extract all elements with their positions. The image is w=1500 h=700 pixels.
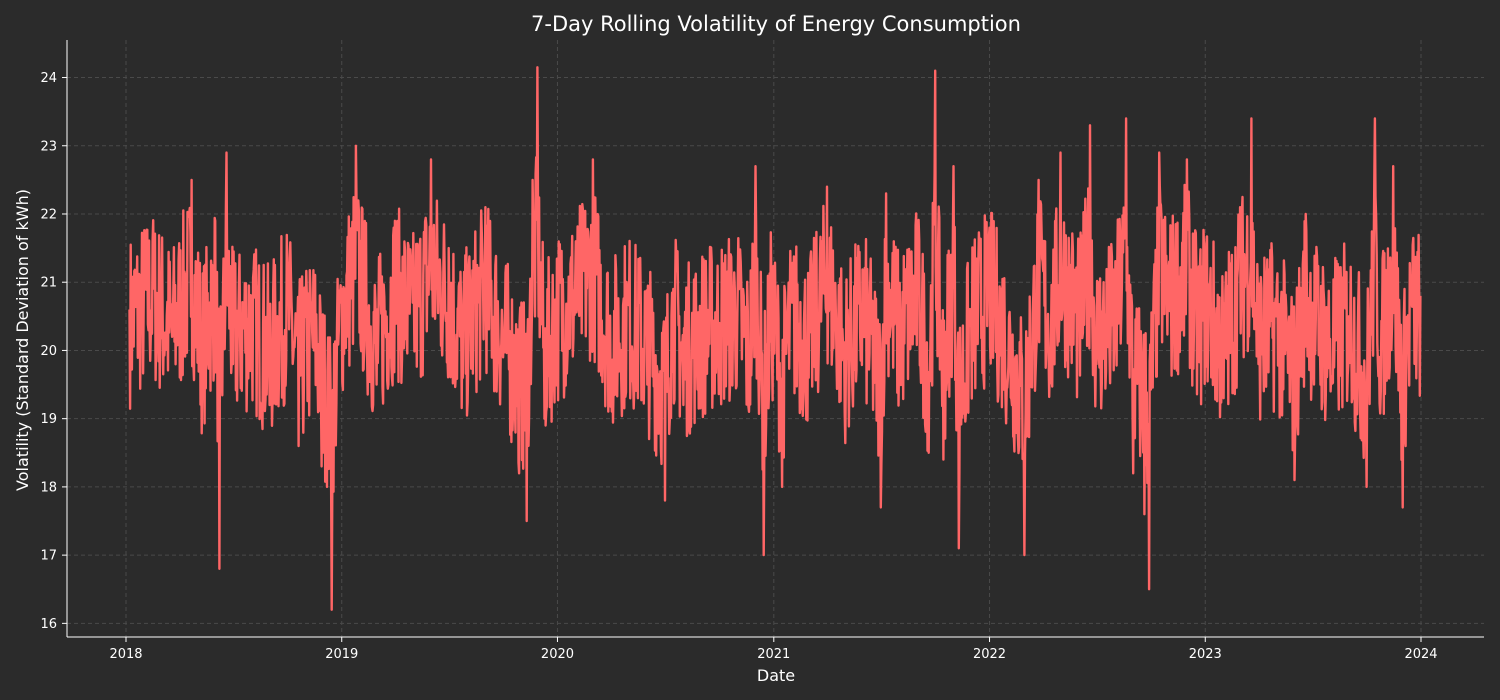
- x-axis-label: Date: [757, 666, 795, 685]
- y-tick-label: 17: [40, 549, 57, 564]
- x-tick-label: 2024: [1404, 647, 1437, 662]
- axes-spines: [66, 40, 1484, 638]
- tick-labels: 2018 2019 2020 2021 2022 2023 2024161718192021…: [40, 71, 1437, 662]
- y-tick-label: 16: [40, 617, 57, 632]
- y-tick-label: 24: [40, 71, 57, 86]
- y-axis-label: Volatility (Standard Deviation of kWh): [13, 189, 32, 491]
- x-tick-label: 2021: [757, 647, 790, 662]
- x-tick-label: 2019: [325, 647, 358, 662]
- y-tick-label: 19: [40, 412, 57, 427]
- x-tick-label: 2020: [541, 647, 574, 662]
- x-tick-label: 2022: [973, 647, 1006, 662]
- chart-title: 7-Day Rolling Volatility of Energy Consu…: [531, 12, 1021, 36]
- x-tick-label: 2018: [109, 647, 142, 662]
- y-tick-label: 20: [40, 344, 57, 359]
- x-tick-label: 2023: [1189, 647, 1222, 662]
- y-tick-label: 23: [40, 139, 57, 154]
- y-tick-label: 22: [40, 207, 57, 222]
- y-tick-label: 18: [40, 480, 57, 495]
- series-line: [128, 66, 1422, 611]
- y-tick-label: 21: [40, 276, 57, 291]
